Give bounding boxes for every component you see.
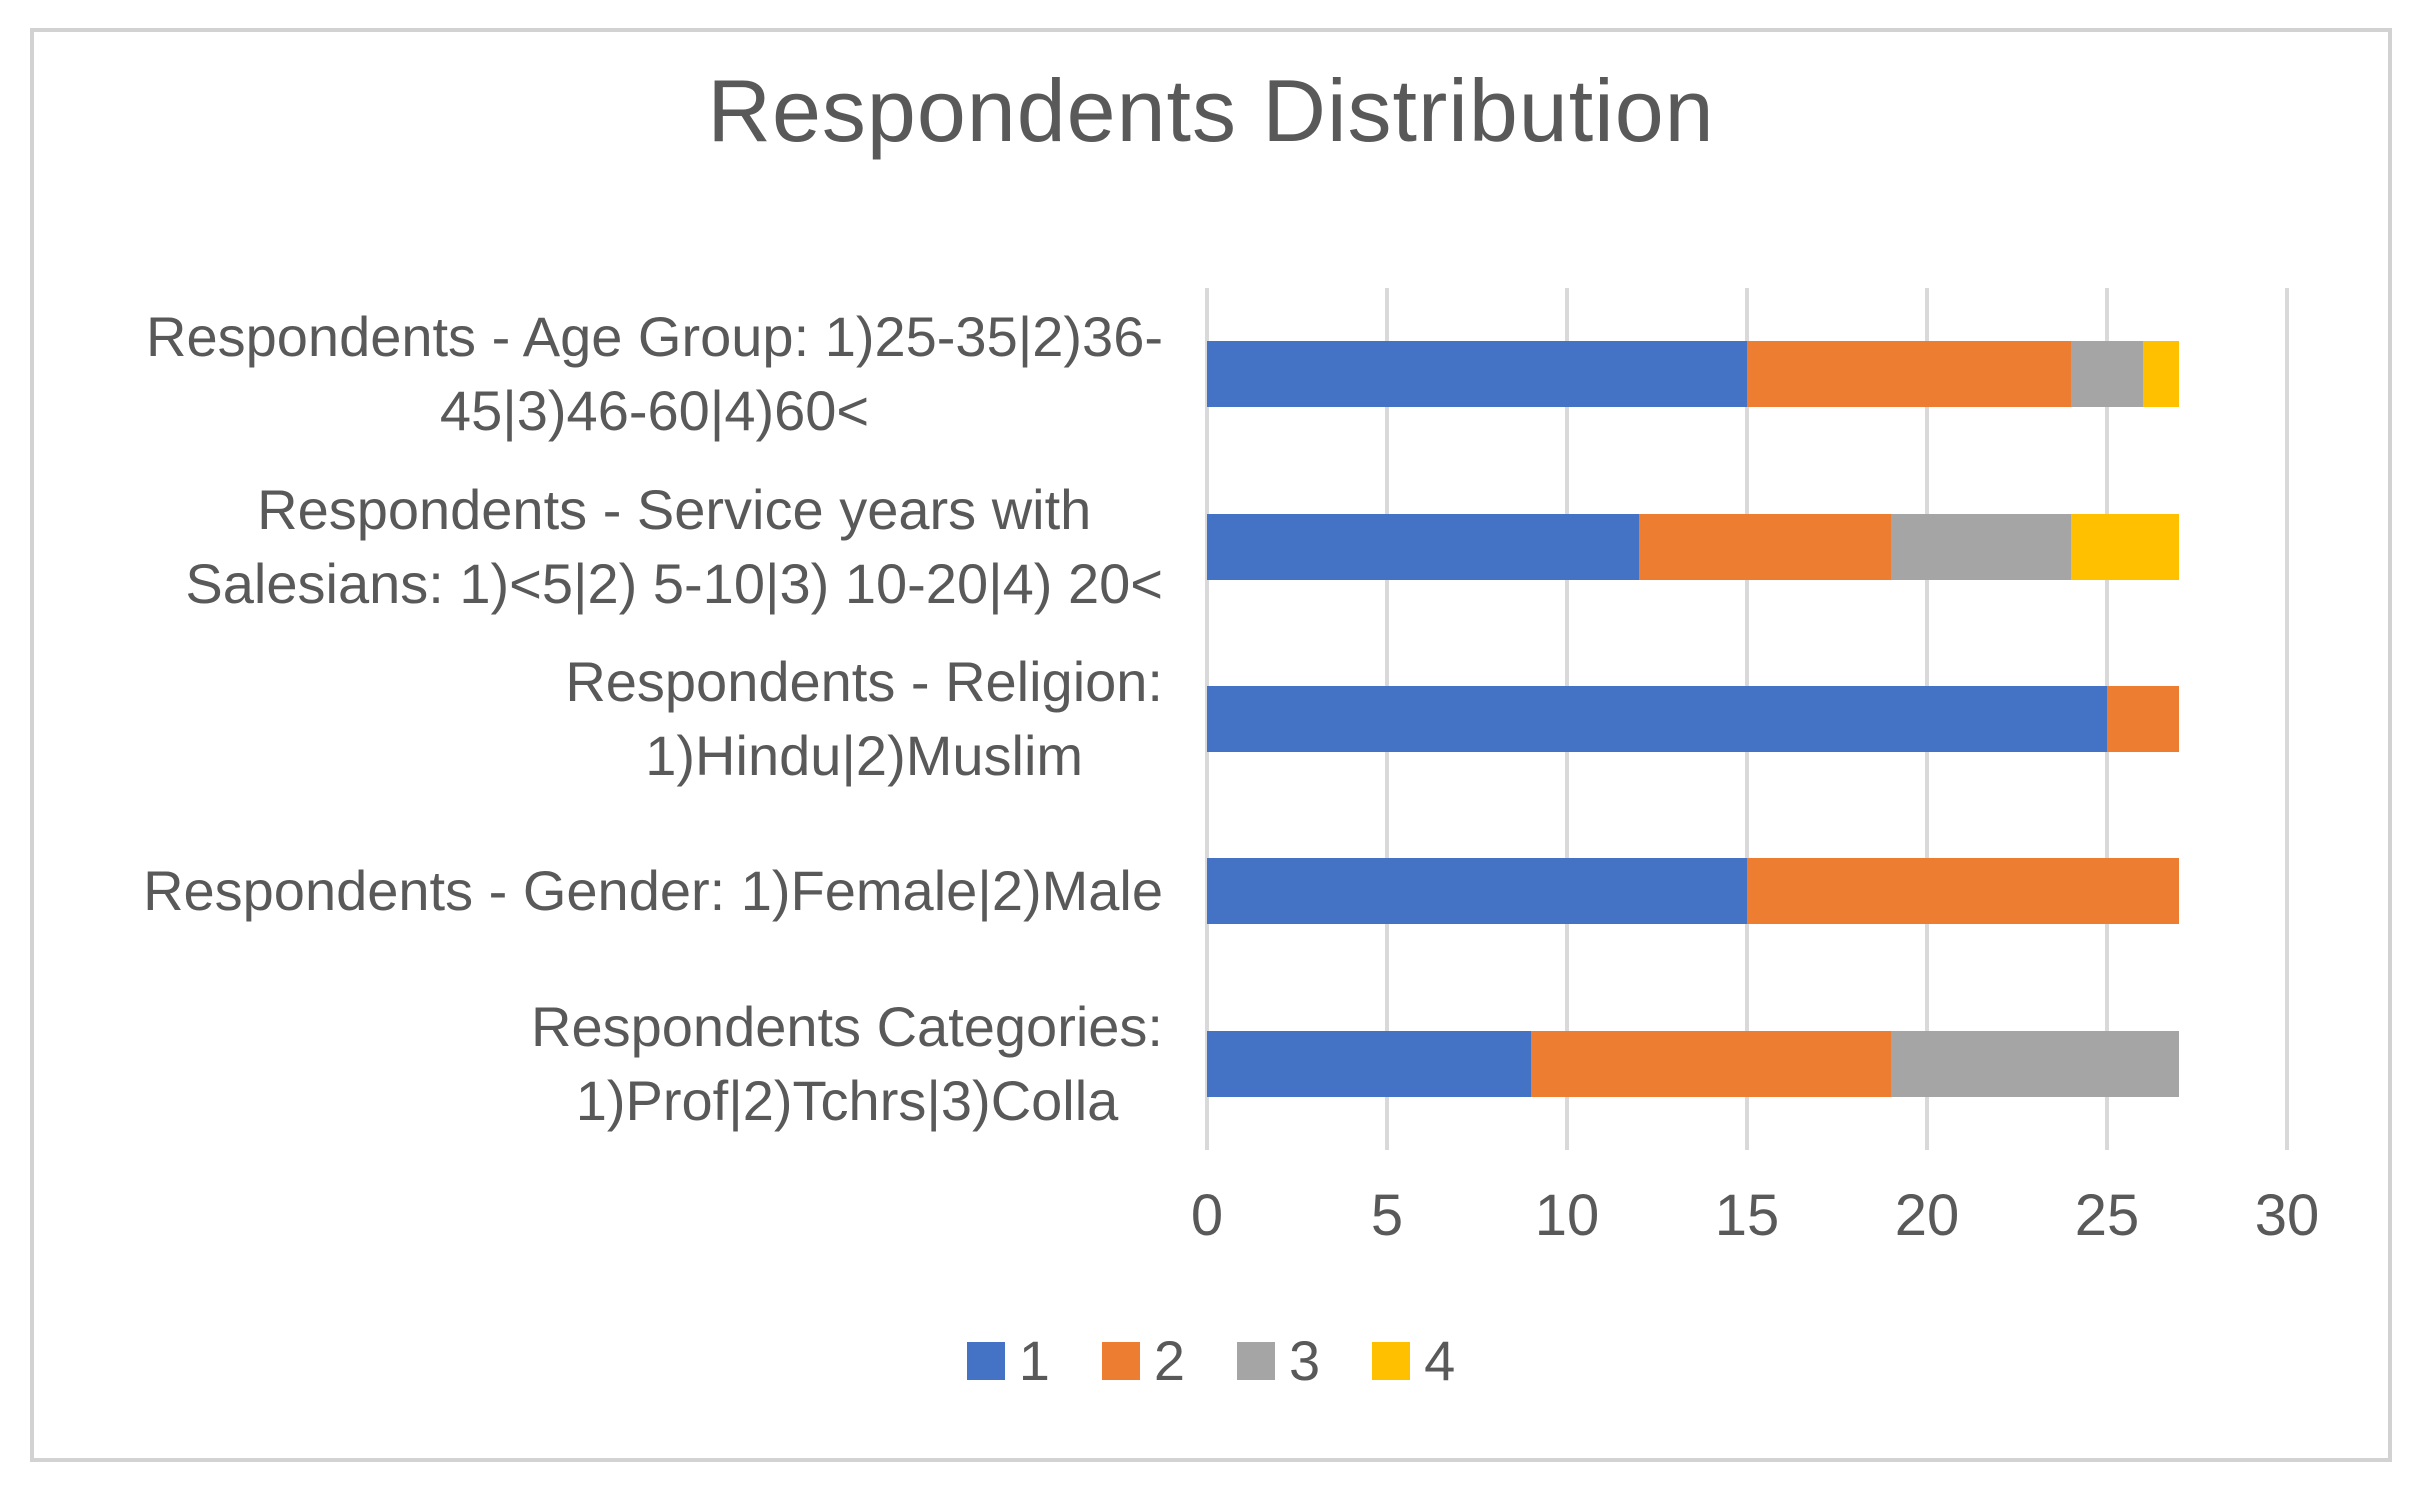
legend-swatch — [966, 1341, 1005, 1380]
legend-item: 1 — [966, 1328, 1050, 1393]
category-label-text: Respondents Categories: 1)Prof|2)Tchrs|3)… — [531, 990, 1163, 1138]
bar-row — [1207, 858, 2179, 925]
bar-segment-series-3 — [1891, 1030, 2179, 1097]
category-label: Respondents - Age Group: 1)25-35|2)36- 45… — [34, 288, 1185, 460]
bar-segment-series-1 — [1207, 513, 1639, 580]
category-label-line: Respondents - Religion: — [565, 650, 1163, 714]
legend-swatch — [1101, 1341, 1140, 1380]
category-label-line: Respondents Categories: — [531, 994, 1163, 1058]
category-label-line: 45|3)46-60|4)60< — [439, 379, 870, 443]
category-label-line: Salesians: 1)<5|2) 5-10|3) 10-20|4) 20< — [185, 551, 1163, 615]
category-label-line: Respondents - Age Group: 1)25-35|2)36- — [146, 305, 1163, 369]
gridline — [2285, 288, 2289, 1150]
category-label: Respondents - Religion: 1)Hindu|2)Muslim — [34, 633, 1185, 805]
legend-swatch — [1237, 1341, 1275, 1380]
x-tick-label: 10 — [1534, 1183, 1600, 1248]
legend-item: 2 — [1101, 1328, 1185, 1393]
category-label: Respondents - Service years with Salesian… — [34, 460, 1185, 632]
legend-item: 3 — [1237, 1328, 1320, 1393]
category-label-line: Respondents - Gender: 1)Female|2)Male — [143, 859, 1163, 923]
bar-row — [1207, 341, 2179, 408]
legend-swatch — [1372, 1341, 1411, 1380]
bar-segment-series-4 — [2071, 513, 2179, 580]
bar-segment-series-1 — [1207, 686, 2107, 752]
category-label-line: 1)Hindu|2)Muslim — [645, 723, 1084, 787]
legend-item: 4 — [1372, 1328, 1455, 1393]
chart-title: Respondents Distribution — [707, 61, 1715, 160]
x-tick-label: 30 — [2254, 1183, 2320, 1248]
bar-segment-series-1 — [1207, 858, 1747, 925]
category-label: Respondents Categories: 1)Prof|2)Tchrs|3)… — [34, 978, 1185, 1150]
bar-row — [1207, 513, 2179, 580]
category-label-text: Respondents - Religion: 1)Hindu|2)Muslim — [565, 645, 1163, 793]
bar-segment-series-2 — [1531, 1030, 1891, 1097]
legend-label: 2 — [1153, 1329, 1185, 1392]
bar-segment-series-3 — [2071, 341, 2143, 408]
x-tick-label: 5 — [1370, 1183, 1404, 1248]
legend-label: 1 — [1018, 1329, 1050, 1392]
x-axis: 0 5 10 15 20 25 30 — [34, 1182, 2388, 1252]
bar-row — [1207, 686, 2179, 752]
bar-segment-series-1 — [1207, 341, 1747, 408]
legend: 1 2 3 4 — [34, 1328, 2388, 1393]
x-tick-label: 25 — [2074, 1183, 2140, 1248]
category-label-line: 1)Prof|2)Tchrs|3)Colla — [575, 1068, 1119, 1132]
category-label-text: Respondents - Age Group: 1)25-35|2)36- 45… — [146, 300, 1163, 448]
category-axis: Respondents - Age Group: 1)25-35|2)36- 45… — [34, 288, 1185, 1150]
chart-frame: Respondents Distribution Respondents - A… — [30, 28, 2392, 1462]
x-tick-label: 15 — [1714, 1183, 1780, 1248]
category-label-text: Respondents - Service years with Salesian… — [185, 473, 1163, 621]
x-tick-label: 0 — [1190, 1183, 1224, 1248]
x-tick-label: 20 — [1894, 1183, 1960, 1248]
category-label-line: Respondents - Service years with — [257, 477, 1092, 541]
category-label-text: Respondents - Gender: 1)Female|2)Male — [143, 854, 1163, 928]
bar-segment-series-2 — [2107, 686, 2179, 752]
bar-segment-series-3 — [1891, 513, 2071, 580]
category-label: Respondents - Gender: 1)Female|2)Male — [34, 805, 1185, 977]
legend-label: 4 — [1424, 1329, 1456, 1392]
bar-segment-series-2 — [1747, 341, 2071, 408]
bar-segment-series-4 — [2143, 341, 2179, 408]
bar-segment-series-2 — [1639, 513, 1891, 580]
bar-row — [1207, 1030, 2179, 1097]
bar-segment-series-2 — [1747, 858, 2179, 925]
plot-area — [1205, 288, 2388, 1150]
legend-label: 3 — [1289, 1329, 1321, 1392]
bar-segment-series-1 — [1207, 1030, 1531, 1097]
